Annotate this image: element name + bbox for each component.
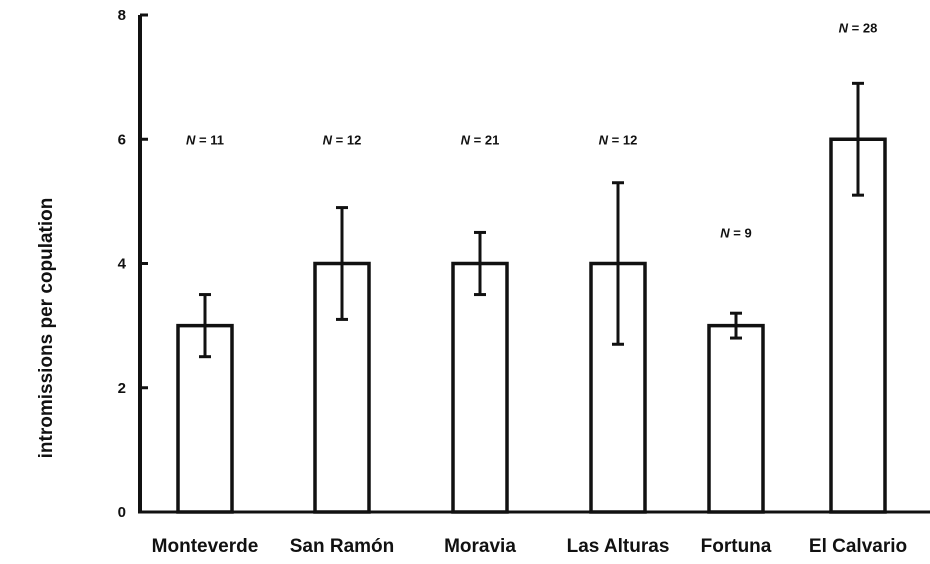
sample-size-label: N = 12 xyxy=(599,132,638,147)
category-label: San Ramón xyxy=(290,536,395,557)
y-tick-label: 6 xyxy=(118,131,126,148)
bars xyxy=(176,81,887,514)
sample-size-label: N = 9 xyxy=(720,225,751,240)
labels: N = 11 Monteverde N = 12 San Ramón N = 21 Mor… xyxy=(152,20,907,557)
category-label: Moravia xyxy=(444,536,516,557)
bar xyxy=(589,261,647,514)
category-label: Monteverde xyxy=(152,536,259,557)
bar xyxy=(707,323,765,514)
y-axis-title: intromissions per copulation xyxy=(36,198,57,459)
bar xyxy=(451,261,509,514)
y-tick-label: 8 xyxy=(118,7,126,24)
sample-size-label: N = 21 xyxy=(461,132,500,147)
category-label: Fortuna xyxy=(701,536,772,557)
sample-size-label: N = 12 xyxy=(323,132,362,147)
y-tick-label: 4 xyxy=(118,256,127,273)
y-tick-label: 0 xyxy=(118,504,126,521)
sample-size-label: N = 11 xyxy=(186,132,224,147)
y-tick-label: 2 xyxy=(118,380,126,397)
axes: 0 2 4 6 8 xyxy=(118,7,930,521)
sample-size-label: N = 28 xyxy=(839,20,878,35)
category-label: El Calvario xyxy=(809,536,907,557)
category-label: Las Alturas xyxy=(567,536,670,557)
